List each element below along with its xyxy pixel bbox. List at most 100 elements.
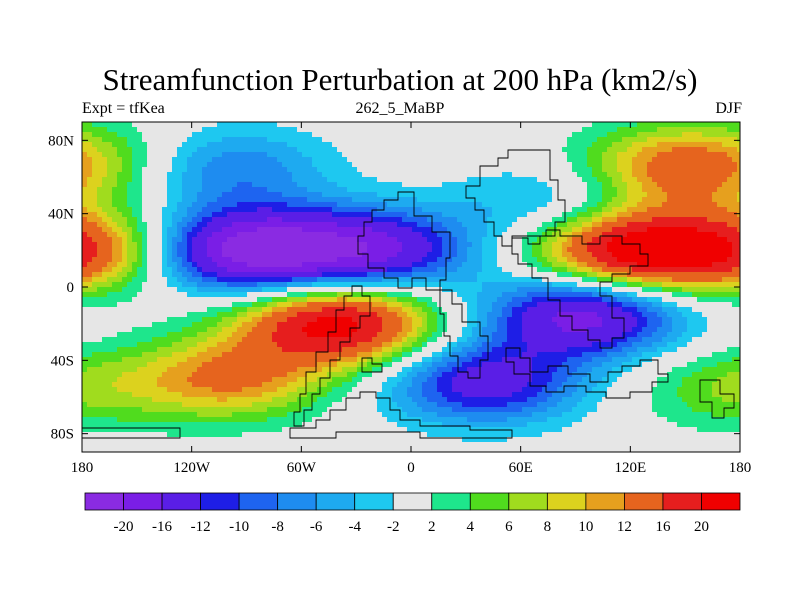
field-cell — [662, 202, 668, 208]
field-cell — [527, 297, 533, 303]
field-cell — [277, 177, 283, 183]
field-cell — [532, 307, 538, 313]
field-cell — [617, 307, 623, 313]
field-cell — [167, 182, 173, 188]
field-cell — [502, 122, 508, 128]
field-cell — [332, 262, 338, 268]
field-cell — [682, 222, 688, 228]
field-cell — [392, 262, 398, 268]
field-cell — [717, 207, 723, 213]
field-cell — [147, 282, 153, 288]
field-cell — [707, 287, 713, 293]
field-cell — [382, 172, 388, 178]
field-cell — [232, 212, 238, 218]
field-cell — [727, 197, 733, 203]
field-cell — [112, 177, 118, 183]
field-cell — [122, 297, 128, 303]
field-cell — [492, 242, 498, 248]
field-cell — [322, 142, 328, 148]
field-cell — [677, 282, 683, 288]
field-cell — [282, 152, 288, 158]
field-cell — [722, 237, 728, 243]
field-cell — [597, 222, 603, 228]
field-cell — [307, 272, 313, 278]
field-cell — [677, 212, 683, 218]
field-cell — [612, 157, 618, 163]
field-cell — [467, 307, 473, 313]
field-cell — [142, 282, 148, 288]
field-cell — [307, 142, 313, 148]
field-cell — [677, 152, 683, 158]
field-cell — [672, 232, 678, 238]
field-cell — [272, 232, 278, 238]
field-cell — [152, 232, 158, 238]
field-cell — [117, 247, 123, 253]
field-cell — [167, 242, 173, 248]
field-cell — [202, 252, 208, 258]
field-cell — [152, 297, 158, 303]
field-cell — [337, 232, 343, 238]
field-cell — [182, 197, 188, 203]
field-cell — [192, 242, 198, 248]
field-cell — [362, 297, 368, 303]
field-cell — [682, 167, 688, 173]
field-cell — [477, 127, 483, 133]
field-cell — [142, 142, 148, 148]
field-cell — [87, 222, 93, 228]
field-cell — [362, 132, 368, 138]
field-cell — [142, 222, 148, 228]
field-cell — [322, 172, 328, 178]
field-cell — [307, 162, 313, 168]
field-cell — [512, 167, 518, 173]
field-cell — [732, 132, 738, 138]
field-cell — [167, 282, 173, 288]
field-cell — [262, 172, 268, 178]
field-cell — [647, 282, 653, 288]
field-cell — [697, 257, 703, 263]
field-cell — [632, 162, 638, 168]
field-cell — [157, 252, 163, 258]
field-cell — [447, 277, 453, 283]
field-cell — [102, 172, 108, 178]
field-cell — [82, 162, 88, 168]
field-cell — [157, 202, 163, 208]
field-cell — [357, 222, 363, 228]
field-cell — [117, 292, 123, 298]
field-cell — [367, 147, 373, 153]
field-cell — [427, 127, 433, 133]
field-cell — [562, 122, 568, 128]
field-cell — [327, 292, 333, 298]
field-cell — [397, 127, 403, 133]
field-cell — [92, 137, 98, 143]
field-cell — [117, 142, 123, 148]
field-cell — [362, 282, 368, 288]
field-cell — [492, 247, 498, 253]
field-cell — [487, 277, 493, 283]
field-cell — [112, 272, 118, 278]
field-cell — [212, 197, 218, 203]
field-cell — [672, 277, 678, 283]
field-cell — [167, 127, 173, 133]
field-cell — [447, 192, 453, 198]
field-cell — [252, 297, 258, 303]
field-cell — [382, 302, 388, 308]
field-cell — [702, 217, 708, 223]
field-cell — [147, 272, 153, 278]
field-cell — [372, 127, 378, 133]
field-cell — [722, 282, 728, 288]
field-cell — [182, 147, 188, 153]
field-cell — [617, 262, 623, 268]
field-cell — [672, 217, 678, 223]
field-cell — [182, 192, 188, 198]
field-cell — [172, 217, 178, 223]
field-cell — [207, 177, 213, 183]
field-cell — [607, 237, 613, 243]
field-cell — [692, 292, 698, 298]
field-cell — [87, 307, 93, 313]
field-cell — [377, 307, 383, 313]
field-cell — [277, 192, 283, 198]
field-cell — [357, 142, 363, 148]
field-cell — [312, 132, 318, 138]
field-cell — [227, 137, 233, 143]
field-cell — [387, 307, 393, 313]
